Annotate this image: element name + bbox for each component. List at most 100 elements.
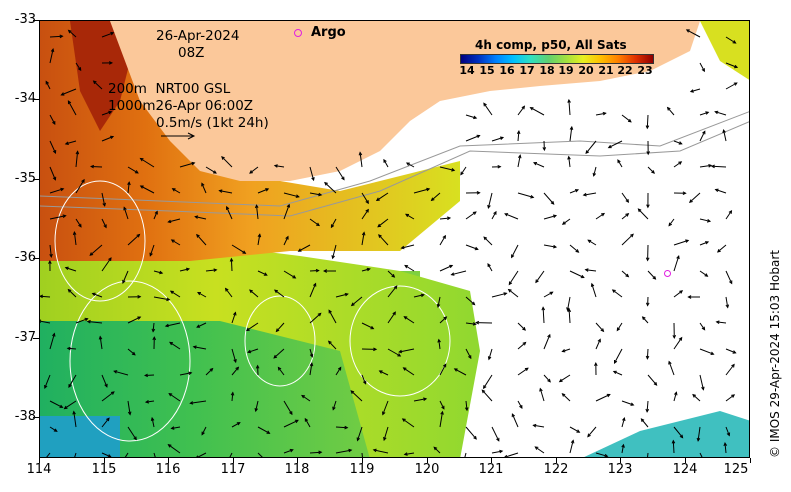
current-arrow-head [630, 402, 635, 406]
eddy-contour [54, 180, 146, 302]
current-arrow-head [188, 371, 193, 375]
current-arrow-head [134, 170, 139, 174]
current-arrow-head [519, 404, 523, 409]
current-arrow-head [361, 231, 366, 236]
current-arrow-head [533, 162, 538, 166]
current-arrow [585, 269, 597, 272]
current-arrow [464, 452, 467, 457]
current-arrow [257, 234, 261, 246]
current-arrow [542, 307, 545, 324]
current-arrow-head [426, 187, 431, 192]
current-arrow-head [78, 223, 82, 228]
current-arrow [123, 207, 129, 220]
current-arrow [49, 188, 64, 194]
current-arrow [562, 348, 571, 352]
current-arrow-head [127, 181, 131, 186]
current-arrow [567, 296, 571, 311]
current-arrow [361, 322, 374, 330]
x-tickmark [39, 458, 40, 463]
current-arrow-head [582, 192, 587, 197]
current-arrow [647, 166, 655, 174]
current-arrow [465, 135, 480, 142]
current-arrow-head [401, 418, 406, 422]
current-arrow [171, 426, 181, 429]
current-arrow-head [449, 264, 454, 269]
current-arrow-head [704, 273, 709, 277]
x-tick-label: 119 [349, 462, 375, 477]
current-arrow-head [442, 234, 446, 239]
current-arrow-head [377, 223, 382, 228]
current-arrow-head [570, 439, 575, 444]
current-arrow [75, 179, 85, 194]
current-arrow [483, 103, 493, 116]
current-arrow-head [108, 110, 113, 115]
current-arrow-head [640, 418, 645, 423]
current-arrow [205, 368, 213, 376]
current-arrow [404, 265, 415, 272]
current-arrow [49, 244, 52, 257]
current-arrow-head [472, 211, 477, 215]
current-arrow [699, 164, 712, 168]
current-arrow [616, 322, 623, 331]
current-arrow-head [671, 439, 676, 444]
current-arrow [690, 88, 701, 93]
current-arrow-head [622, 417, 626, 422]
current-arrow [201, 426, 207, 435]
current-arrow-head [201, 431, 205, 436]
current-arrow [335, 449, 352, 454]
current-arrow [361, 232, 365, 246]
current-arrow-head [50, 48, 55, 53]
current-arrow-head [102, 202, 106, 207]
current-arrow [562, 218, 571, 225]
current-arrow [568, 156, 571, 168]
current-arrow [283, 419, 299, 428]
current-arrow-head [645, 257, 650, 262]
current-arrow [49, 166, 56, 180]
current-arrow [439, 217, 451, 220]
current-arrow [487, 192, 493, 209]
current-arrow [231, 348, 237, 363]
current-arrow-head [584, 268, 589, 272]
x-tickmark [168, 458, 169, 463]
current-arrow [328, 340, 337, 350]
current-arrow-head [487, 204, 491, 209]
current-arrow-head [682, 191, 687, 195]
current-arrow [673, 239, 689, 246]
current-arrow [127, 426, 137, 440]
current-arrow [608, 140, 623, 149]
current-arrow [332, 244, 337, 259]
current-arrow [75, 62, 82, 71]
current-arrow [725, 348, 736, 354]
current-arrow [231, 244, 246, 254]
current-arrow-head [508, 281, 513, 286]
depth-200-label: 200m NRT00 GSL [108, 81, 231, 97]
current-arrow [587, 426, 597, 437]
current-arrow [399, 348, 415, 353]
current-arrow [711, 165, 727, 168]
current-arrow [387, 285, 398, 298]
current-arrow-head [692, 393, 697, 398]
current-arrow [68, 374, 77, 388]
current-arrow-head [309, 353, 314, 358]
current-arrow-head [98, 335, 103, 340]
current-arrow-head [483, 102, 487, 107]
current-arrow-head [72, 231, 77, 236]
current-arrow-head [483, 385, 487, 390]
current-arrow-head [701, 326, 706, 331]
current-arrow [543, 374, 551, 383]
current-arrow-head [59, 404, 64, 408]
current-arrow-head [723, 442, 728, 447]
current-arrow-head [597, 338, 601, 343]
current-arrow-head [91, 292, 96, 297]
current-arrow [638, 208, 649, 220]
current-arrow [226, 206, 233, 220]
x-tickmark [104, 458, 105, 463]
current-arrow-head [687, 295, 692, 299]
sst-south-east-patch [584, 411, 749, 457]
current-arrow-head [473, 435, 477, 440]
current-arrow-head [52, 332, 56, 337]
current-arrow [149, 244, 155, 256]
current-arrow [569, 189, 579, 194]
current-arrow-head [365, 200, 369, 205]
current-arrow [715, 111, 727, 116]
